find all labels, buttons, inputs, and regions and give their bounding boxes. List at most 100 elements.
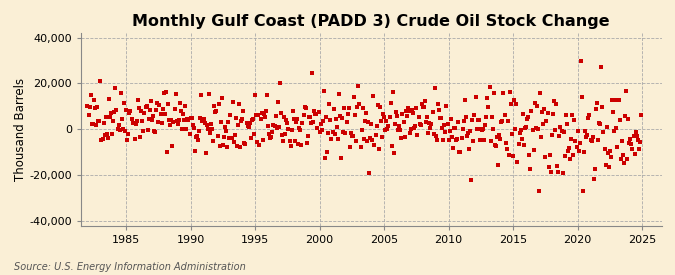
- Point: [326, 136, 337, 141]
- Point: [113, 123, 124, 127]
- Point: [537, 109, 547, 114]
- Point: [364, 136, 375, 140]
- Point: [202, 127, 213, 132]
- Point: [489, 143, 500, 147]
- Point: [297, 120, 308, 125]
- Point: [121, 108, 132, 112]
- Point: [259, 115, 270, 120]
- Point: [408, 110, 418, 115]
- Point: [106, 111, 117, 116]
- Point: [105, 115, 115, 120]
- Point: [458, 119, 469, 123]
- Point: [580, 128, 591, 133]
- Point: [582, 133, 593, 137]
- Point: [535, 91, 545, 95]
- Point: [455, 149, 466, 154]
- Point: [536, 134, 547, 139]
- Point: [139, 111, 150, 115]
- Point: [574, 141, 585, 145]
- Point: [632, 138, 643, 142]
- Point: [344, 145, 355, 150]
- Point: [117, 127, 128, 131]
- Point: [367, 138, 378, 142]
- Point: [352, 104, 362, 109]
- Point: [340, 131, 351, 135]
- Point: [169, 107, 180, 112]
- Point: [568, 153, 578, 158]
- Point: [525, 167, 536, 171]
- Point: [213, 101, 224, 106]
- Point: [518, 143, 529, 148]
- Point: [418, 105, 429, 109]
- Point: [119, 129, 130, 133]
- Point: [522, 116, 533, 121]
- Point: [115, 91, 126, 96]
- Point: [473, 118, 484, 122]
- Point: [296, 143, 306, 147]
- Point: [271, 126, 282, 130]
- Point: [523, 115, 534, 119]
- Point: [605, 155, 616, 160]
- Point: [622, 157, 632, 161]
- Point: [188, 122, 198, 127]
- Point: [293, 141, 304, 146]
- Point: [414, 122, 425, 127]
- Point: [485, 139, 496, 143]
- Point: [288, 109, 298, 113]
- Point: [280, 131, 291, 136]
- Point: [315, 122, 326, 126]
- Point: [256, 111, 267, 115]
- Point: [453, 119, 464, 124]
- Point: [591, 101, 602, 106]
- Point: [421, 120, 431, 124]
- Point: [605, 148, 616, 153]
- Point: [543, 164, 554, 169]
- Point: [128, 121, 139, 125]
- Point: [558, 130, 569, 134]
- Point: [186, 116, 197, 121]
- Point: [562, 122, 572, 126]
- Point: [107, 132, 117, 136]
- Point: [125, 109, 136, 113]
- Point: [159, 91, 169, 95]
- Point: [385, 100, 396, 105]
- Point: [148, 114, 159, 118]
- Point: [262, 93, 273, 97]
- Point: [400, 109, 411, 114]
- Point: [283, 127, 294, 131]
- Point: [351, 139, 362, 144]
- Point: [562, 149, 573, 153]
- Point: [170, 92, 181, 96]
- Point: [309, 109, 320, 113]
- Point: [417, 105, 428, 109]
- Point: [634, 147, 645, 151]
- Point: [545, 170, 556, 175]
- Point: [547, 133, 558, 137]
- Point: [286, 144, 296, 148]
- Point: [246, 136, 256, 141]
- Point: [431, 134, 441, 138]
- Point: [173, 118, 184, 122]
- Point: [460, 98, 470, 102]
- Point: [398, 120, 409, 125]
- Point: [261, 109, 271, 114]
- Point: [244, 121, 255, 125]
- Point: [234, 102, 244, 106]
- Point: [443, 138, 454, 142]
- Point: [399, 135, 410, 139]
- Point: [466, 177, 477, 182]
- Point: [382, 126, 393, 131]
- Point: [547, 112, 558, 117]
- Point: [518, 112, 529, 117]
- Point: [509, 98, 520, 102]
- Point: [321, 115, 331, 119]
- Point: [344, 106, 354, 111]
- Point: [90, 106, 101, 111]
- Point: [277, 138, 288, 143]
- Point: [175, 101, 186, 105]
- Point: [491, 144, 502, 148]
- Point: [594, 121, 605, 125]
- Point: [585, 138, 596, 142]
- Point: [465, 128, 476, 133]
- Point: [446, 117, 456, 122]
